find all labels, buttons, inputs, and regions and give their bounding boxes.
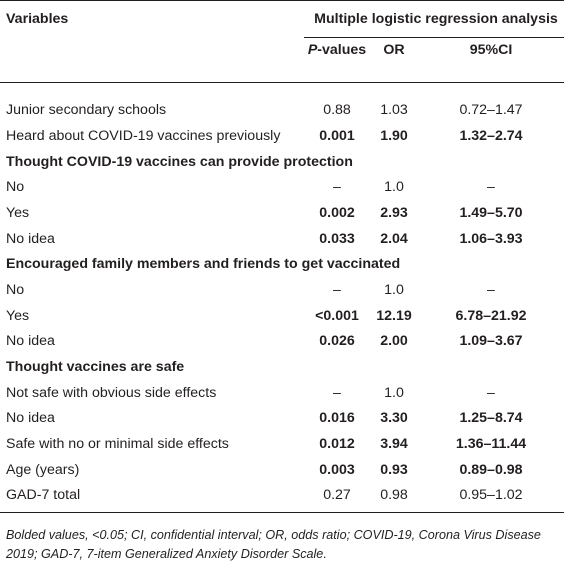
table-row: GAD-7 total 0.27 0.98 0.95–1.02 xyxy=(0,482,564,514)
table-row: Not safe with obvious side effects – 1.0 – xyxy=(0,380,564,406)
ci-cell: 0.95–1.02 xyxy=(418,482,564,514)
or-header: OR xyxy=(370,37,418,83)
row-label: Safe with no or minimal side effects xyxy=(6,436,229,453)
row-label: No xyxy=(6,281,25,298)
p-value-cell: 0.012 xyxy=(319,436,355,453)
row-label: No idea xyxy=(6,333,55,350)
or-cell: 2.00 xyxy=(380,333,408,350)
p-value-cell: – xyxy=(333,281,341,298)
or-cell: 2.04 xyxy=(380,230,408,247)
or-cell: 0.98 xyxy=(370,482,418,514)
row-label: Yes xyxy=(6,307,30,324)
p-value-cell: 0.88 xyxy=(323,102,351,118)
row-label: No idea xyxy=(6,410,55,427)
ci-cell: 1.06–3.93 xyxy=(459,230,523,247)
header-row-1: Variables Multiple logistic regression a… xyxy=(0,0,564,38)
row-label: Heard about COVID-19 vaccines previously xyxy=(6,127,281,144)
p-value-cell: 0.001 xyxy=(319,127,355,144)
or-cell: 1.90 xyxy=(380,127,408,144)
ci-cell: 6.78–21.92 xyxy=(455,307,527,324)
ci-cell: 1.49–5.70 xyxy=(459,204,523,221)
table-row: Yes <0.001 12.19 6.78–21.92 xyxy=(0,303,564,329)
ci-cell: 0.72–1.47 xyxy=(459,102,523,118)
ci-cell: 1.09–3.67 xyxy=(459,333,523,350)
row-label: Not safe with obvious side effects xyxy=(6,384,217,401)
table-row: Heard about COVID-19 vaccines previously… xyxy=(0,123,564,149)
row-label: Age (years) xyxy=(6,461,80,478)
p-value-cell: – xyxy=(333,384,341,401)
row-label: Junior secondary schools xyxy=(6,102,167,118)
table-row: Yes 0.002 2.93 1.49–5.70 xyxy=(0,200,564,226)
header-row-2: P-values OR 95%CI xyxy=(0,37,564,83)
group-row: Encouraged family members and friends to… xyxy=(0,251,564,277)
group-label: Thought vaccines are safe xyxy=(6,359,185,376)
or-cell: 2.93 xyxy=(380,204,408,221)
group-label: Thought COVID-19 vaccines can provide pr… xyxy=(6,153,353,170)
p-values-header: P-values xyxy=(304,37,370,83)
p-value-cell: 0.003 xyxy=(319,461,355,478)
row-label: No idea xyxy=(6,230,55,247)
ci-cell: 1.25–8.74 xyxy=(459,410,523,427)
or-cell: 1.03 xyxy=(380,102,408,118)
table-row: No – 1.0 – xyxy=(0,174,564,200)
ci-cell: 1.36–11.44 xyxy=(455,436,527,453)
row-label: Yes xyxy=(6,204,30,221)
regression-table: Variables Multiple logistic regression a… xyxy=(0,0,564,514)
or-cell: 3.30 xyxy=(380,410,408,427)
ci-cell: 1.32–2.74 xyxy=(459,127,523,144)
p-value-cell: 0.016 xyxy=(319,410,355,427)
header-blank-cell xyxy=(0,37,304,83)
row-label: No xyxy=(6,179,25,196)
p-value-cell: 0.033 xyxy=(319,230,355,247)
p-value-cell: 0.27 xyxy=(304,482,370,514)
p-italic: P xyxy=(307,42,318,58)
or-cell: 1.0 xyxy=(384,179,404,196)
analysis-header: Multiple logistic regression analysis xyxy=(304,0,564,38)
p-suffix: -values xyxy=(317,42,367,58)
table-row: No idea 0.026 2.00 1.09–3.67 xyxy=(0,329,564,355)
ci-cell: – xyxy=(487,281,495,298)
or-cell: 3.94 xyxy=(380,436,408,453)
table-row: No idea 0.016 3.30 1.25–8.74 xyxy=(0,406,564,432)
or-cell: 0.93 xyxy=(380,461,408,478)
p-value-cell: 0.002 xyxy=(319,204,355,221)
p-value-cell: <0.001 xyxy=(315,307,359,324)
group-row: Thought COVID-19 vaccines can provide pr… xyxy=(0,149,564,175)
row-label: GAD-7 total xyxy=(0,482,304,514)
variables-header: Variables xyxy=(0,0,304,38)
table-row: Junior secondary schools 0.88 1.03 0.72–1.4… xyxy=(0,83,564,124)
or-cell: 1.0 xyxy=(384,384,404,401)
ci-cell: – xyxy=(487,179,495,196)
table-row: Age (years) 0.003 0.93 0.89–0.98 xyxy=(0,457,564,483)
table-footnote: Bolded values, <0.05; CI, confidential i… xyxy=(6,528,541,561)
p-value-cell: – xyxy=(333,179,341,196)
table-row: No – 1.0 – xyxy=(0,277,564,303)
ci-header: 95%CI xyxy=(418,37,564,83)
table-row: No idea 0.033 2.04 1.06–3.93 xyxy=(0,226,564,252)
ci-cell: – xyxy=(487,384,495,401)
ci-cell: 0.89–0.98 xyxy=(459,461,523,478)
or-cell: 1.0 xyxy=(384,281,404,298)
table-row: Safe with no or minimal side effects 0.01… xyxy=(0,431,564,457)
group-label: Encouraged family members and friends to… xyxy=(6,256,401,273)
analysis-header-label: Multiple logistic regression analysis xyxy=(314,11,558,27)
or-cell: 12.19 xyxy=(376,307,412,324)
group-row: Thought vaccines are safe xyxy=(0,354,564,380)
p-value-cell: 0.026 xyxy=(319,333,355,350)
